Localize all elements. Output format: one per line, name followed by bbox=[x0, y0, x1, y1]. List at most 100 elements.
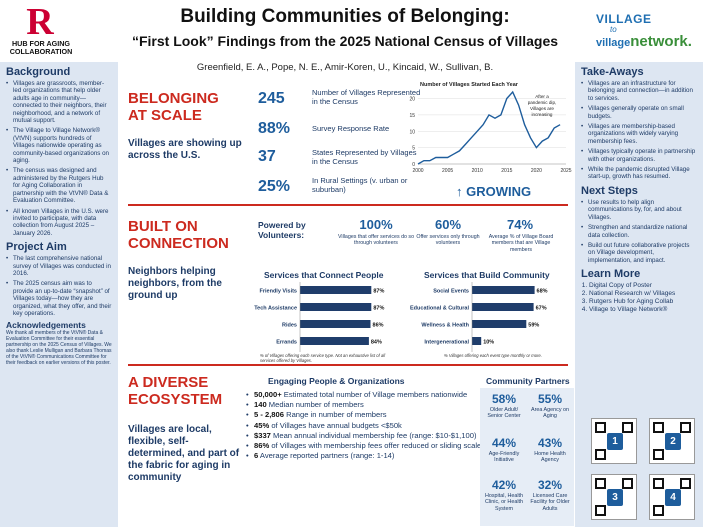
vtvn-logo-word1: VILLAGE bbox=[596, 12, 652, 26]
engaging-list: 50,000+ Estimated total number of Villag… bbox=[246, 390, 514, 462]
learn-more-heading: Learn More bbox=[581, 268, 641, 281]
list-item: Villages are grassroots, member-led orga… bbox=[6, 80, 112, 124]
y-tick-label: 5 bbox=[412, 146, 415, 152]
qr-finder bbox=[653, 505, 664, 516]
qr-finder bbox=[595, 422, 606, 433]
list-item: Villages generally operate on small budg… bbox=[581, 105, 697, 120]
poster-header: R HUB FOR AGING COLLABORATION Building C… bbox=[0, 0, 703, 62]
category-label: Rides bbox=[282, 323, 297, 329]
chart-annotation: Villages are bbox=[530, 106, 554, 111]
qr-finder bbox=[622, 478, 633, 489]
qr-number: 2 bbox=[665, 433, 681, 450]
learn-more-list: Digital Copy of Poster National Research… bbox=[581, 282, 697, 314]
qr-finder bbox=[595, 505, 606, 516]
list-item: 86% of Villages with membership fees off… bbox=[246, 441, 514, 451]
qr-code[interactable]: 3 bbox=[591, 474, 637, 520]
stat-rural-value: 25% bbox=[258, 178, 291, 195]
partner-label: Licensed Care Facility for Older Adults bbox=[530, 493, 570, 512]
engaging-text: of Villages with membership fees offer r… bbox=[269, 441, 482, 451]
category-label: Friendly Visits bbox=[260, 289, 298, 295]
list-item: Use results to help align communications… bbox=[581, 199, 697, 221]
partner-value: 55% bbox=[537, 392, 563, 406]
engaging-value: 5 - 2,806 bbox=[254, 410, 284, 420]
bar bbox=[300, 320, 371, 328]
qr-code[interactable]: 1 bbox=[591, 418, 637, 464]
bar bbox=[472, 303, 534, 311]
partners-box: 58% Older Adult/ Senior Center 55% Area … bbox=[480, 388, 574, 526]
engaging-text: Estimated total number of Village member… bbox=[281, 390, 468, 399]
stat-response-value: 88% bbox=[258, 120, 291, 137]
partner-label: Age-Friendly Initiative bbox=[488, 451, 520, 464]
belonging-title-line1: BELONGING bbox=[128, 90, 219, 107]
connection-text: Neighbors helping neighbors, from the gr… bbox=[128, 266, 222, 301]
ecosystem-title: A DIVERSE ECOSYSTEM bbox=[128, 374, 222, 408]
left-column: Background Villages are grassroots, memb… bbox=[0, 62, 118, 527]
qr-code[interactable]: 2 bbox=[649, 418, 695, 464]
belonging-text: Villages are showing up across the U.S. bbox=[128, 138, 242, 161]
volunteers-heading: Powered by Volunteers: bbox=[258, 220, 306, 240]
background-heading: Background bbox=[6, 66, 71, 78]
ecosystem-title-line2: ECOSYSTEM bbox=[128, 391, 223, 408]
learn-more-link[interactable]: Village to Village Network® bbox=[589, 306, 697, 314]
vol-stat-value: 100% bbox=[359, 217, 393, 232]
list-item: Villages are an infrastructure for belon… bbox=[581, 80, 697, 102]
growing-label: ↑ GROWING bbox=[456, 184, 532, 199]
belonging-title: BELONGING AT SCALE bbox=[128, 90, 219, 124]
partner-value: 58% bbox=[491, 392, 517, 406]
list-item: Villages typically operate in partnershi… bbox=[581, 148, 697, 163]
list-item: $337 Mean annual individual membership f… bbox=[246, 431, 514, 441]
stat-rural-label: In Rural Settings (v. urban or suburban) bbox=[312, 176, 408, 194]
list-item: Villages are membership-based organizati… bbox=[581, 123, 697, 145]
learn-more-link[interactable]: Digital Copy of Poster bbox=[589, 282, 697, 290]
vol-stat-label: Villages that offer services do so throu… bbox=[337, 234, 415, 247]
connect-chart-title: Services that Connect People bbox=[264, 270, 384, 280]
qr-number: 3 bbox=[607, 489, 623, 506]
bar-value-label: 87% bbox=[373, 306, 384, 312]
takeaways-list: Villages are an infrastructure for belon… bbox=[581, 80, 697, 181]
learn-more-link[interactable]: Rutgers Hub for Aging Collab bbox=[589, 298, 697, 306]
list-item: The last comprehensive national survey o… bbox=[6, 255, 112, 277]
list-item: Strengthen and standardize national data… bbox=[581, 224, 697, 239]
chart-annotation: increasing bbox=[532, 112, 553, 117]
engaging-text: Median number of members bbox=[266, 400, 364, 410]
qr-code[interactable]: 4 bbox=[649, 474, 695, 520]
connection-title-line2: CONNECTION bbox=[128, 235, 229, 252]
qr-finder bbox=[653, 449, 664, 460]
stat-villages-value: 245 bbox=[258, 90, 285, 107]
bar-value-label: 68% bbox=[537, 289, 548, 295]
category-label: Wellness & Health bbox=[421, 323, 469, 329]
vol-stat-label: Average % of Village Board members that … bbox=[488, 234, 554, 253]
qr-finder bbox=[653, 422, 664, 433]
partner-value: 43% bbox=[537, 436, 563, 450]
aim-heading: Project Aim bbox=[6, 241, 67, 254]
qr-number: 1 bbox=[607, 433, 623, 450]
list-item: 6 Average reported partners (range: 1-14… bbox=[246, 451, 514, 461]
bar bbox=[472, 320, 527, 328]
villages-started-chart: Number of Villages Started Each Year 0 5 10… bbox=[409, 82, 571, 174]
chart-annotation: pandemic dip, bbox=[528, 100, 557, 105]
community-chart-title: Services that Build Community bbox=[424, 270, 550, 280]
qr-finder bbox=[680, 422, 691, 433]
bar bbox=[300, 286, 372, 294]
list-item: Build out future collaborative projects … bbox=[581, 242, 697, 264]
poster-title: Building Communities of Belonging: bbox=[180, 6, 510, 27]
section-divider bbox=[128, 204, 568, 206]
learn-more-link[interactable]: National Research w/ Villages bbox=[589, 290, 697, 298]
stat-states-value: 37 bbox=[258, 148, 276, 165]
partner-value: 44% bbox=[491, 436, 517, 450]
series-line bbox=[417, 90, 561, 165]
partners-heading: Community Partners bbox=[486, 376, 570, 386]
vtvn-logo: VILLAGE to villagenetwork. bbox=[596, 12, 696, 56]
vtvn-logo-word3: village bbox=[596, 37, 631, 49]
x-tick-label: 2015 bbox=[501, 168, 512, 174]
qr-finder bbox=[653, 478, 664, 489]
chart-title: Number of Villages Started Each Year bbox=[420, 82, 519, 88]
connection-title: BUILT ON CONNECTION bbox=[128, 218, 229, 252]
engaging-value: 50,000+ bbox=[254, 390, 282, 399]
list-item: 50,000+ Estimated total number of Villag… bbox=[246, 390, 514, 400]
connection-title-line1: BUILT ON bbox=[128, 218, 198, 235]
ack-heading: Acknowledgements bbox=[6, 320, 86, 331]
partner-label: Older Adult/ Senior Center bbox=[487, 407, 521, 420]
qr-finder bbox=[595, 478, 606, 489]
partner-label: Area Agency on Aging bbox=[530, 407, 570, 420]
